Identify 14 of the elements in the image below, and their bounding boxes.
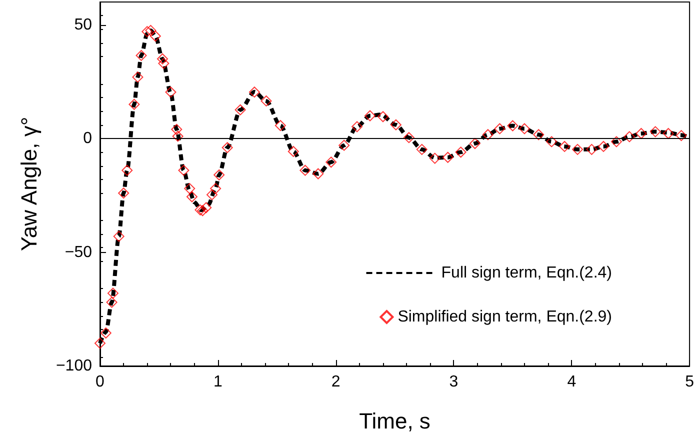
x-tick-label: 0 (96, 374, 105, 390)
x-tick-label: 3 (449, 374, 458, 390)
y-tick-label: 50 (74, 16, 92, 34)
legend-label: Simplified sign term, Eqn.(2.9) (398, 308, 612, 326)
x-tick-label: 5 (685, 374, 694, 390)
x-tick-label: 4 (567, 374, 576, 390)
y-tick-label: −50 (64, 244, 92, 261)
legend-label: Full sign term, Eqn.(2.4) (441, 264, 612, 282)
x-tick-label: 1 (213, 374, 222, 390)
x-tick-label: 2 (331, 374, 340, 390)
y-tick-label: −100 (56, 358, 92, 374)
y-tick-label: 0 (83, 130, 92, 147)
y-axis-title: Yaw Angle, γ° (16, 116, 42, 252)
x-axis-title: Time, s (359, 408, 430, 434)
